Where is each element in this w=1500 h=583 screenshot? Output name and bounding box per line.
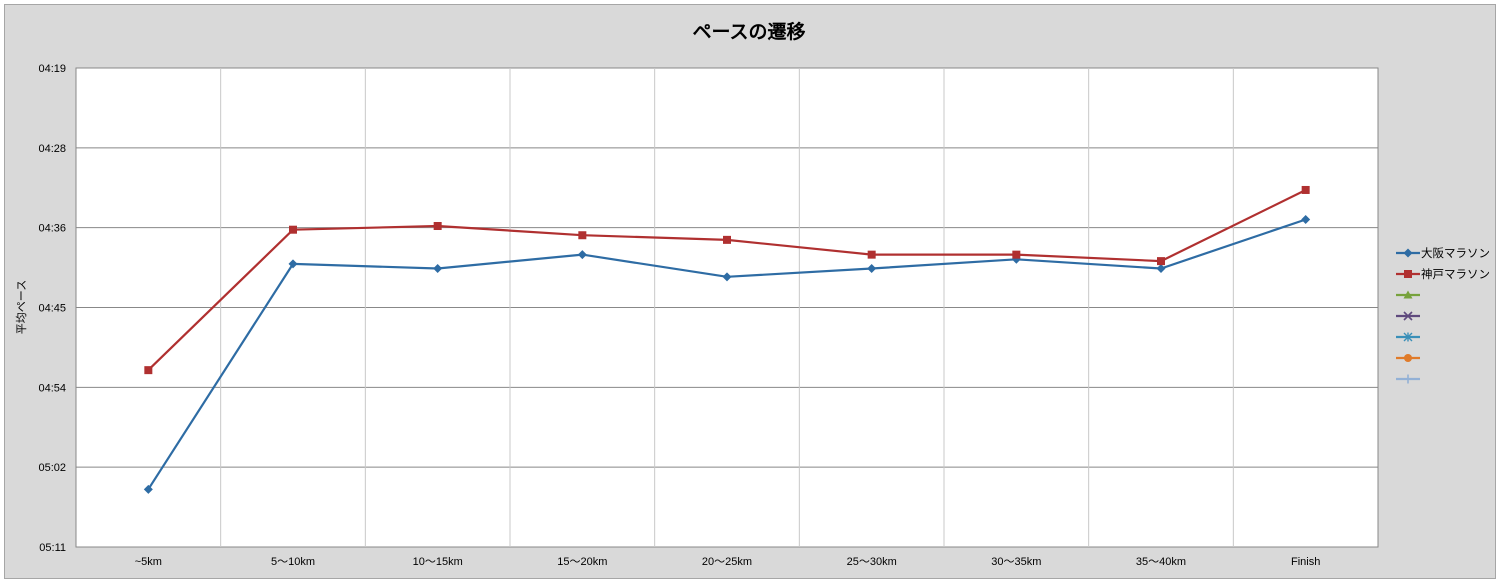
x-axis-ticks: ~5km 5～10km 10～15km 15～20km 20～25km 25～30km 30… (135, 556, 1321, 568)
data-point (723, 235, 731, 244)
data-point (143, 484, 153, 494)
data-point (1301, 185, 1310, 194)
data-point (433, 264, 443, 274)
series-1 (144, 185, 1310, 375)
chart-title: ペースの遷移 (692, 20, 805, 43)
legend-marker (1403, 374, 1413, 384)
y-axis-title: 平均ペース (15, 280, 28, 334)
y-axis-ticks: 04:19 04:28 04:36 04:45 04:54 05:02 05:11 (38, 63, 66, 554)
legend-item: 神戸マラソン (1396, 267, 1490, 281)
x-tick-label: ~5km (135, 556, 162, 568)
data-point (1301, 215, 1311, 225)
series-group (143, 185, 1311, 494)
data-point (144, 366, 153, 375)
legend-marker (1404, 354, 1412, 362)
legend-item (1396, 290, 1420, 299)
series-0 (143, 215, 1311, 494)
x-tick-label: 25～30km (847, 556, 897, 568)
data-point (577, 250, 587, 260)
x-tick-label: Finish (1291, 556, 1320, 568)
legend-label: 神戸マラソン (1421, 267, 1490, 281)
legend-marker (1403, 248, 1413, 258)
legend-item (1396, 332, 1420, 342)
data-point (289, 225, 297, 234)
data-point (867, 250, 876, 259)
data-point (1156, 264, 1166, 274)
data-point (867, 264, 877, 274)
y-tick-label: 05:02 (38, 462, 66, 474)
legend-marker (1403, 332, 1413, 342)
legend-item (1396, 374, 1420, 384)
legend-label: 大阪マラソン (1421, 246, 1490, 260)
x-tick-label: 35～40km (1136, 556, 1186, 568)
x-tick-label: 20～25km (702, 556, 752, 568)
data-point (722, 272, 732, 282)
y-tick-label: 04:45 (38, 303, 66, 315)
legend-item: 大阪マラソン (1396, 246, 1490, 260)
x-tick-label: 5～10km (271, 556, 315, 568)
legend-item (1396, 354, 1420, 362)
legend-marker (1403, 311, 1413, 321)
y-tick-label: 04:36 (38, 223, 66, 235)
data-point (1012, 250, 1021, 259)
data-point (288, 259, 298, 269)
legend-item (1396, 311, 1420, 321)
x-tick-label: 15～20km (557, 556, 607, 568)
legend-marker (1404, 270, 1412, 278)
data-point (578, 231, 587, 240)
x-tick-label: 30～35km (991, 556, 1041, 568)
y-tick-label: 04:19 (38, 63, 66, 75)
x-tick-label: 10～15km (413, 556, 463, 568)
y-tick-label: 04:54 (38, 382, 66, 394)
data-point (1157, 257, 1165, 266)
y-tick-label: 04:28 (38, 143, 66, 155)
y-tick-label: 05:11 (39, 542, 66, 554)
data-point (433, 222, 442, 231)
legend-marker (1403, 290, 1413, 299)
